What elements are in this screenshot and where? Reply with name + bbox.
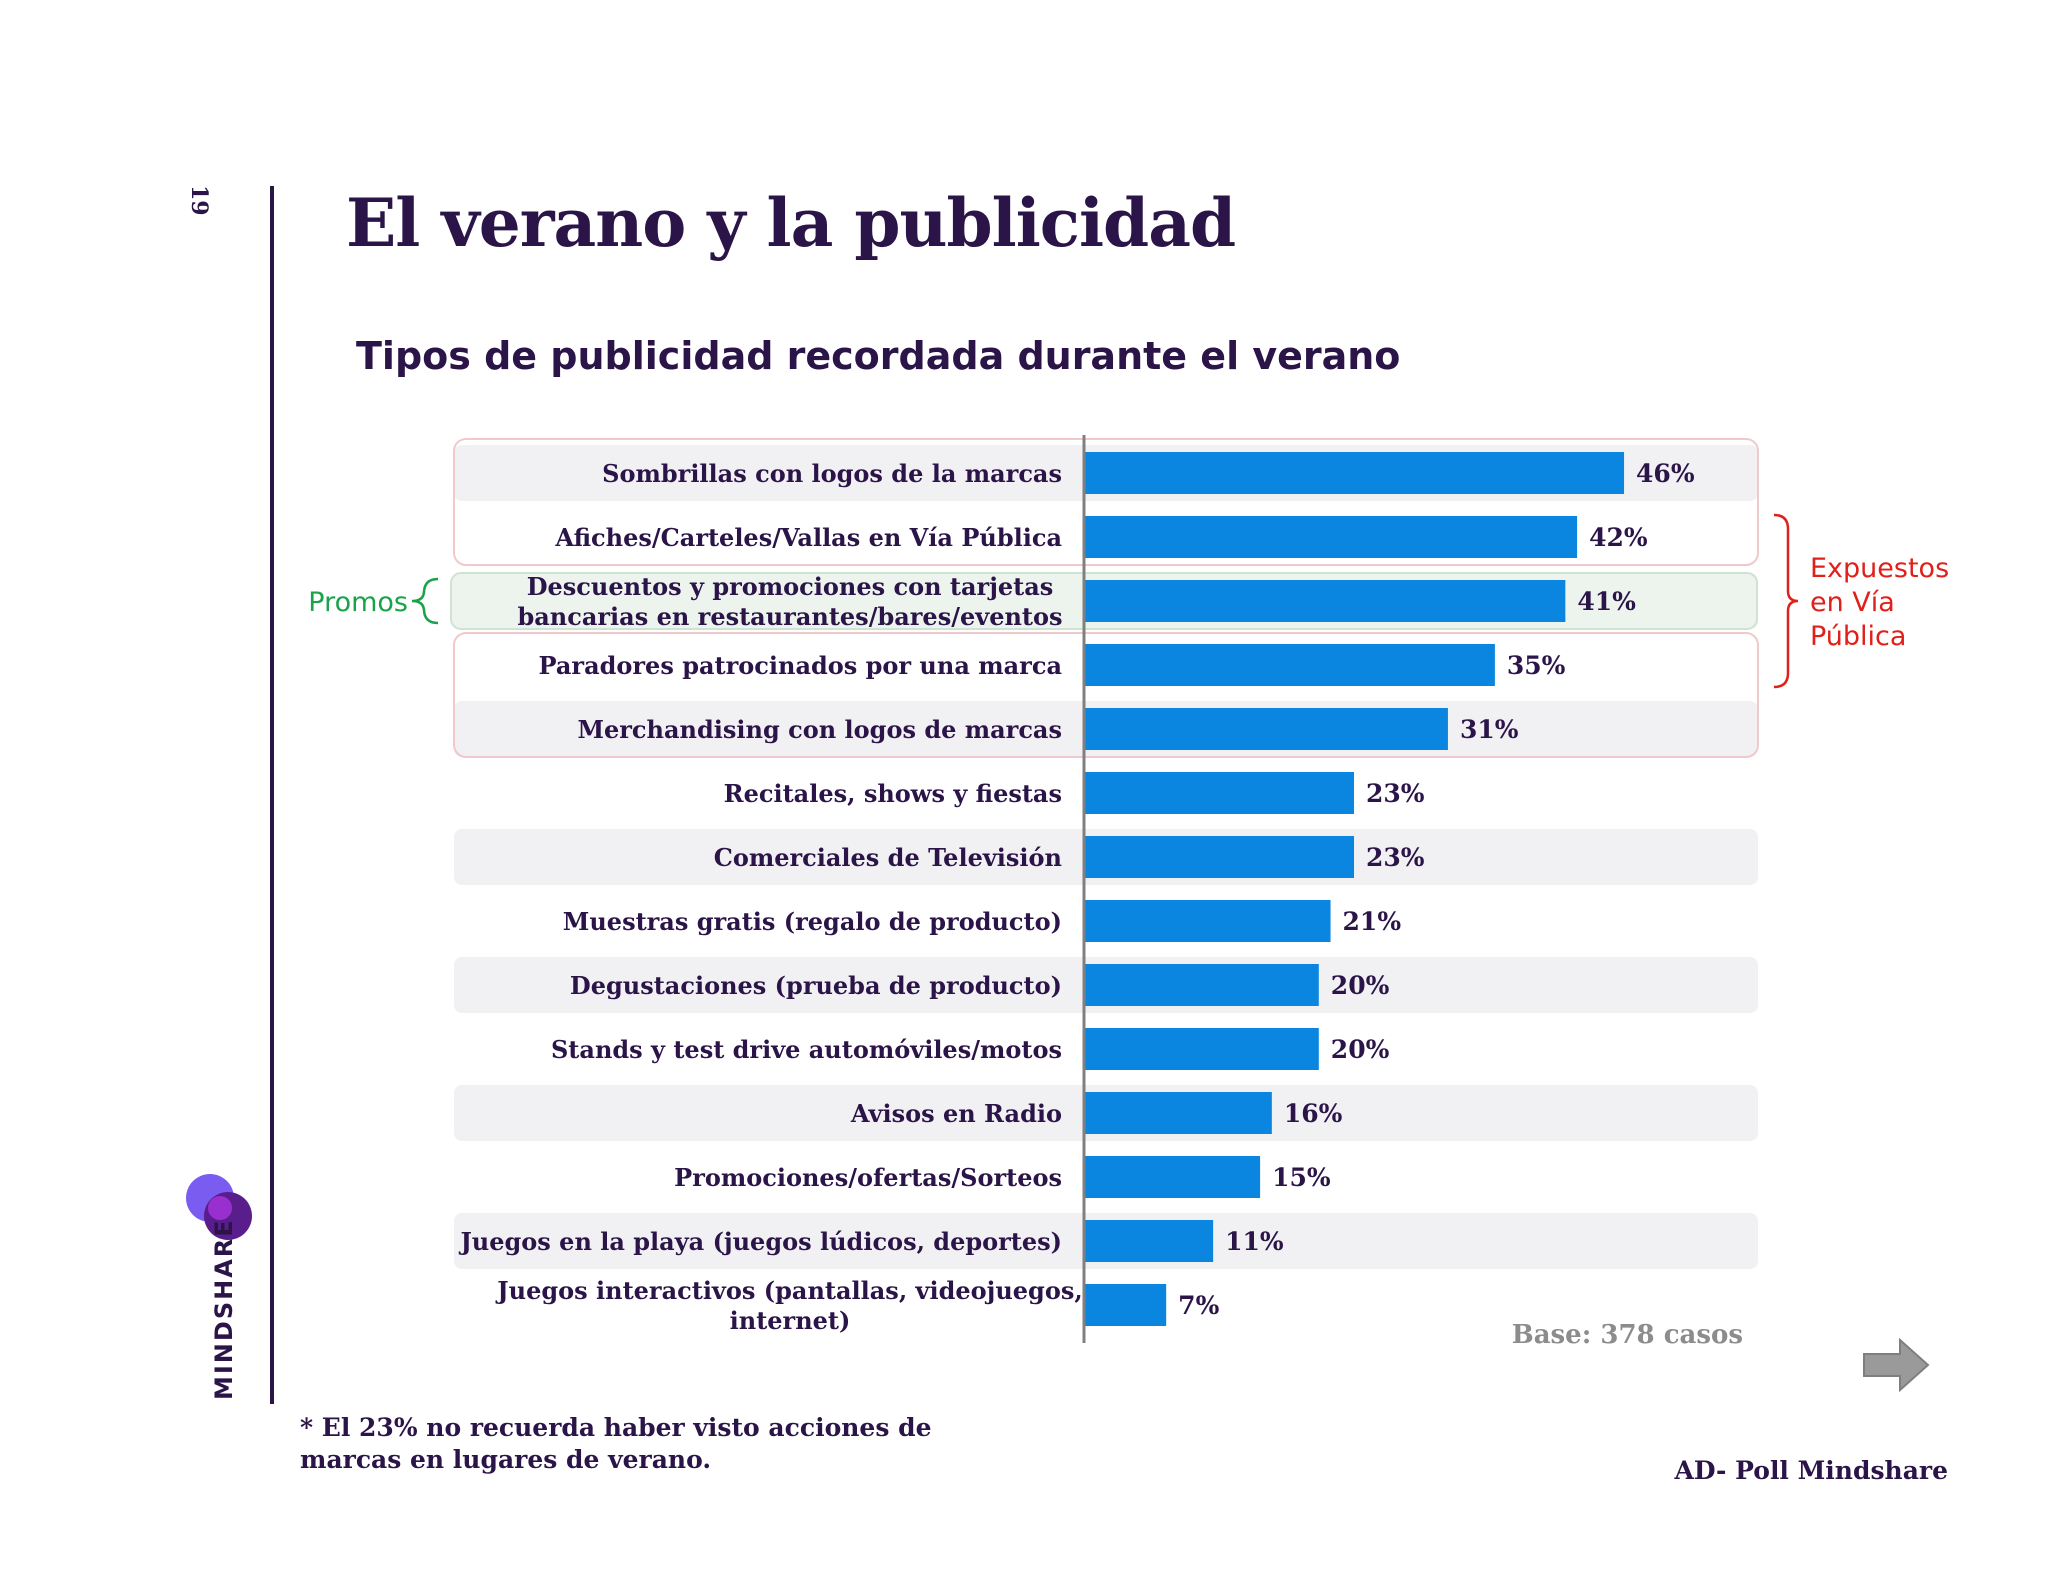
category-label: Stands y test drive automóviles/motos [551, 1035, 1062, 1064]
next-arrow-icon[interactable] [1862, 1336, 1932, 1394]
category-label: Paradores patrocinados por una marca [538, 651, 1062, 680]
category-label: Avisos en Radio [850, 1099, 1062, 1128]
category-label: Sombrillas con logos de la marcas [602, 459, 1062, 488]
category-label: Recitales, shows y fiestas [724, 779, 1062, 808]
bar [1084, 516, 1578, 558]
bar [1084, 964, 1319, 1006]
category-label: Degustaciones (prueba de producto) [570, 971, 1062, 1000]
data-label: 21% [1343, 907, 1402, 936]
data-label: 11% [1225, 1227, 1284, 1256]
bar [1084, 452, 1625, 494]
category-label-line: Descuentos y promociones con tarjetas [527, 572, 1054, 601]
bar [1084, 1284, 1167, 1326]
mindshare-logo-icon [186, 1174, 252, 1240]
data-label: 31% [1460, 715, 1519, 744]
via-publica-brace [1773, 513, 1799, 689]
category-label: Muestras gratis (regalo de producto) [563, 907, 1062, 936]
data-label: 23% [1366, 779, 1425, 808]
via-publica-annotation: Expuestos en Vía Pública [1810, 553, 1949, 652]
data-label: 46% [1636, 459, 1695, 488]
promo-annotation: Promos [308, 587, 408, 618]
data-label: 7% [1178, 1291, 1219, 1320]
bar [1084, 1220, 1214, 1262]
annotation-line: en Vía [1810, 587, 1895, 618]
bar [1084, 1156, 1261, 1198]
data-label: 15% [1272, 1163, 1331, 1192]
category-label: Descuentos y promociones con tarjetas ban… [517, 572, 1062, 631]
category-label: Afiches/Carteles/Vallas en Vía Pública [554, 523, 1062, 552]
bar [1084, 1028, 1319, 1070]
category-label: Juegos en la playa (juegos lúdicos, depo… [458, 1227, 1062, 1256]
data-label: 16% [1284, 1099, 1343, 1128]
footnote: * El 23% no recuerda haber visto accione… [300, 1413, 932, 1474]
data-label: 41% [1577, 587, 1636, 616]
category-label-line: internet) [730, 1306, 851, 1335]
source-credit: AD- Poll Mindshare [1674, 1456, 1948, 1485]
chart-title: Tipos de publicidad recordada durante el… [356, 334, 1401, 378]
group-outline [453, 438, 1759, 566]
category-label-line: Juegos interactivos (pantallas, videojue… [495, 1276, 1082, 1305]
bar [1084, 708, 1448, 750]
data-label: 23% [1366, 843, 1425, 872]
vertical-divider [270, 186, 274, 1404]
data-label: 20% [1331, 1035, 1390, 1064]
bar [1084, 836, 1355, 878]
page-title: El verano y la publicidad [346, 184, 1236, 262]
category-label: Merchandising con logos de marcas [577, 715, 1062, 744]
bar [1084, 644, 1495, 686]
category-label-line: bancarias en restaurantes/bares/eventos [517, 602, 1062, 631]
bar [1084, 1092, 1272, 1134]
group-outline [453, 632, 1759, 758]
bar [1084, 772, 1355, 814]
promo-brace [411, 577, 439, 625]
data-label: 35% [1507, 651, 1566, 680]
annotation-line: Pública [1810, 621, 1906, 652]
data-label: 20% [1331, 971, 1390, 1000]
bar [1084, 580, 1566, 622]
category-label: Comerciales de Televisión [714, 843, 1062, 872]
bar [1084, 900, 1331, 942]
category-label: Juegos interactivos (pantallas, videojue… [495, 1276, 1082, 1335]
base-note: Base: 378 casos [1511, 1320, 1743, 1350]
category-label: Promociones/ofertas/Sorteos [674, 1163, 1062, 1192]
annotation-line: Expuestos [1810, 553, 1949, 584]
data-label: 42% [1589, 523, 1648, 552]
